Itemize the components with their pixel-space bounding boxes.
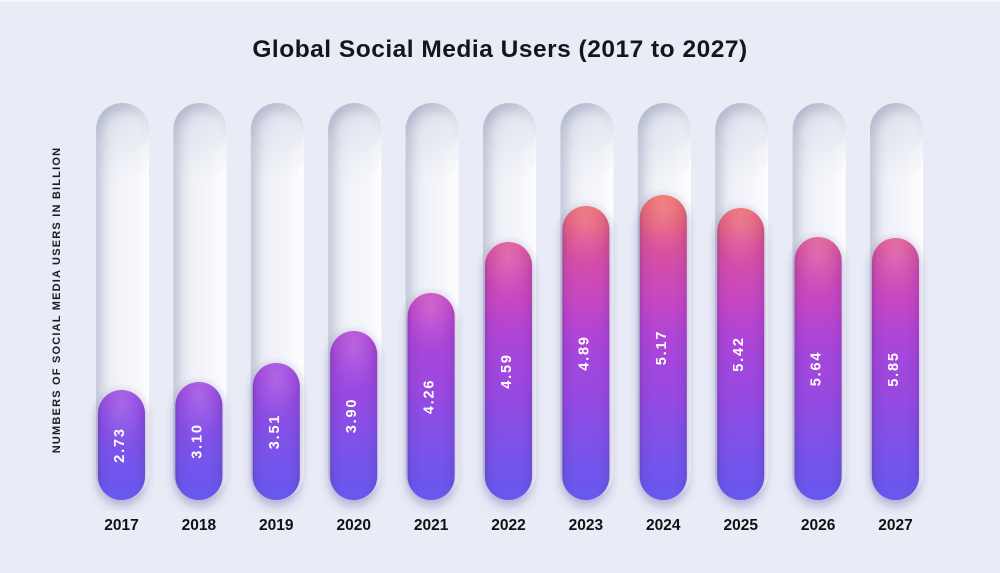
svg-text:2023: 2023 xyxy=(569,517,604,534)
svg-text:2017: 2017 xyxy=(104,517,138,534)
svg-text:2026: 2026 xyxy=(801,517,836,534)
svg-text:4.26: 4.26 xyxy=(422,379,438,414)
svg-text:5.85: 5.85 xyxy=(886,351,902,386)
svg-text:NUMBERS OF SOCIAL MEDIA USERS: NUMBERS OF SOCIAL MEDIA USERS IN BILLION xyxy=(51,147,63,454)
svg-text:3.10: 3.10 xyxy=(189,423,205,458)
svg-text:2018: 2018 xyxy=(182,517,217,534)
svg-text:2020: 2020 xyxy=(336,517,370,534)
svg-text:5.42: 5.42 xyxy=(731,336,747,371)
svg-text:Global Social Media Users (201: Global Social Media Users (2017 to 2027) xyxy=(252,36,747,63)
svg-text:3.90: 3.90 xyxy=(344,398,360,433)
svg-text:4.89: 4.89 xyxy=(576,335,592,370)
svg-text:4.59: 4.59 xyxy=(499,353,515,388)
svg-text:5.17: 5.17 xyxy=(654,330,670,365)
svg-text:2019: 2019 xyxy=(259,517,294,534)
svg-text:2025: 2025 xyxy=(723,517,758,534)
svg-text:2022: 2022 xyxy=(491,517,525,534)
svg-text:2021: 2021 xyxy=(414,517,449,534)
svg-text:5.64: 5.64 xyxy=(809,351,825,386)
svg-text:2024: 2024 xyxy=(646,517,681,534)
svg-text:3.51: 3.51 xyxy=(267,414,283,449)
svg-text:2.73: 2.73 xyxy=(112,427,128,462)
svg-text:2027: 2027 xyxy=(878,517,912,534)
